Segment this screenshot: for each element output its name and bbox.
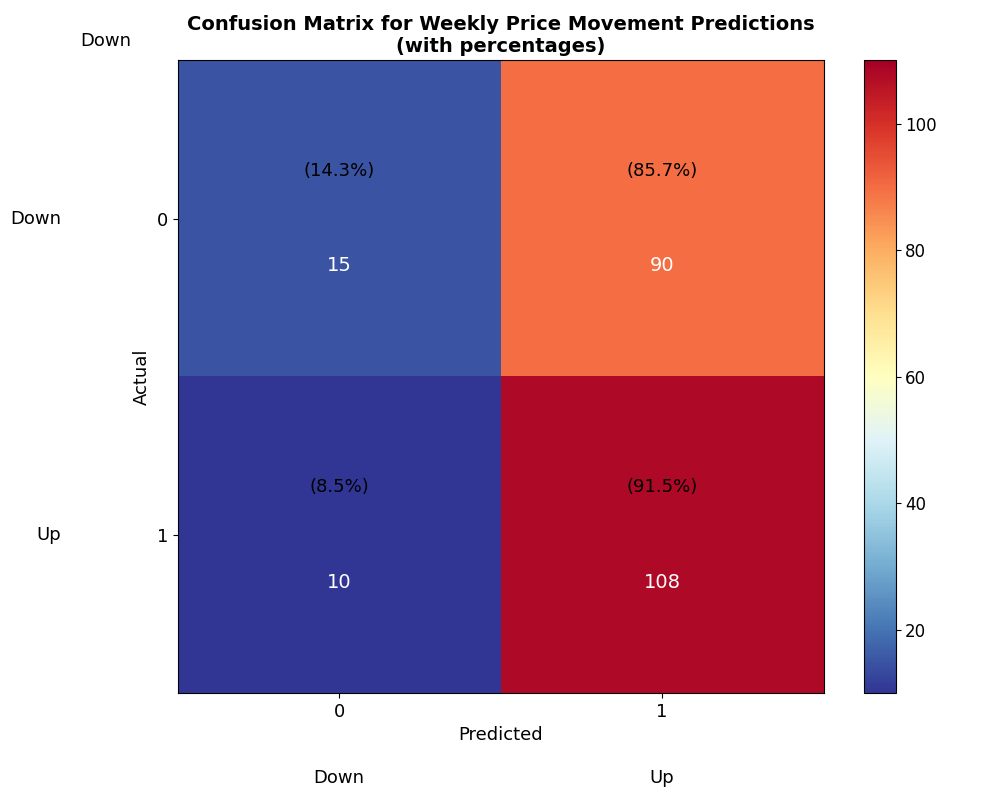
Text: 15: 15 — [327, 257, 352, 275]
Text: 90: 90 — [650, 257, 674, 275]
Text: Down: Down — [10, 210, 61, 227]
Text: (14.3%): (14.3%) — [303, 162, 375, 180]
Text: 108: 108 — [644, 573, 681, 592]
X-axis label: Predicted: Predicted — [458, 726, 543, 744]
Text: 10: 10 — [327, 573, 351, 592]
Text: Up: Up — [37, 526, 61, 544]
Title: Confusion Matrix for Weekly Price Movement Predictions
(with percentages): Confusion Matrix for Weekly Price Moveme… — [187, 15, 814, 56]
Text: (8.5%): (8.5%) — [309, 478, 369, 497]
Text: Down: Down — [314, 769, 365, 787]
Text: Up: Up — [650, 769, 674, 787]
Y-axis label: Actual: Actual — [133, 349, 151, 405]
Text: Down: Down — [80, 32, 131, 50]
Text: (91.5%): (91.5%) — [626, 478, 698, 497]
Text: (85.7%): (85.7%) — [626, 162, 698, 180]
